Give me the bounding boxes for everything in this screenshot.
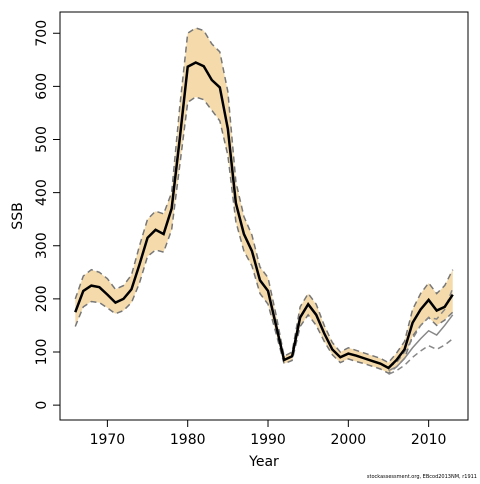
lower-bound: [388, 338, 454, 375]
y-tick-label: 100: [34, 339, 50, 366]
x-tick-label: 1990: [250, 432, 286, 448]
x-axis-label: Year: [248, 454, 279, 470]
plot-frame: [59, 11, 469, 421]
y-tick-label: 400: [34, 179, 50, 206]
y-tick-label: 300: [34, 232, 50, 259]
y-tick-label: 700: [34, 20, 50, 47]
y-tick-label: 200: [34, 286, 50, 313]
footnote: stockassessment.org, EBcod2013NM, r1911: [367, 474, 477, 480]
lower-bound: [74, 96, 454, 375]
y-tick-label: 500: [34, 126, 50, 153]
estimate-line: [74, 61, 454, 370]
upper-bound: [74, 27, 454, 364]
y-axis-label: SSB: [10, 202, 26, 229]
y-tick-label: 600: [34, 73, 50, 100]
x-tick-label: 1980: [170, 432, 206, 448]
upper-bound: [388, 287, 454, 368]
y-tick-label: 0: [34, 401, 50, 410]
x-tick-label: 2000: [331, 432, 367, 448]
x-tick-label: 2010: [411, 432, 447, 448]
estimate-line: [388, 314, 454, 372]
x-tick-label: 1970: [90, 432, 126, 448]
